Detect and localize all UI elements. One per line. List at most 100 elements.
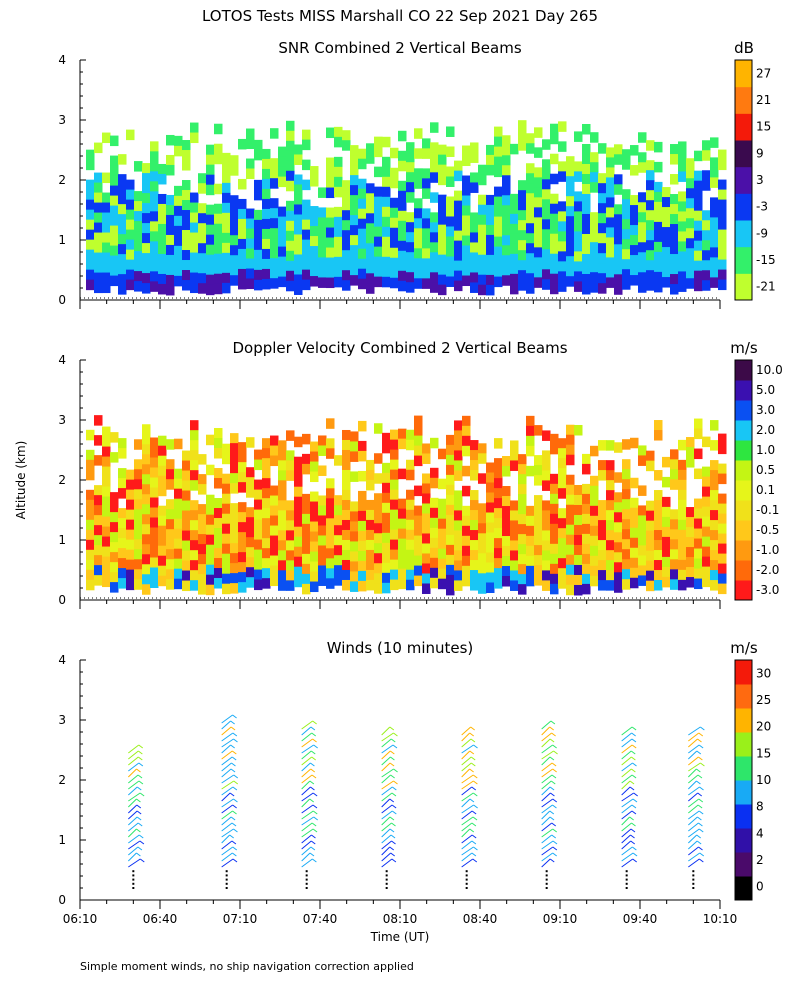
wind-barb [128,744,140,754]
heatmap-cell [710,540,719,551]
heatmap-cell [590,282,599,293]
heatmap-cell [278,540,287,551]
heatmap-cell [526,253,535,264]
heatmap-cell [302,503,311,515]
heatmap-cell [374,266,383,278]
heatmap-cell [294,264,303,275]
heatmap-cell [654,510,663,521]
heatmap-cell [158,525,167,537]
heatmap-cell [550,483,559,495]
heatmap-cell [494,236,503,248]
heatmap-cell [614,264,623,275]
heatmap-cell [470,232,479,243]
heatmap-cell [254,259,263,271]
heatmap-cell [158,535,167,547]
heatmap-cell [262,518,271,529]
heatmap-cell [718,199,727,211]
surface-marker [625,874,628,877]
heatmap-cell [606,237,615,248]
heatmap-cell [702,516,711,528]
heatmap-cell [670,509,679,520]
heatmap-cell [334,565,343,576]
heatmap-cell [518,514,527,525]
heatmap-cell [190,530,199,541]
heatmap-cell [678,529,687,541]
wind-barb-flag [698,744,704,749]
wind-barb [128,750,139,760]
heatmap-cell [542,169,551,180]
heatmap-cell [590,485,599,497]
heatmap-cell [174,528,183,540]
heatmap-cell [254,219,263,231]
heatmap-cell [374,196,383,208]
heatmap-cell [470,490,479,501]
heatmap-cell [510,143,519,155]
heatmap-cell [430,192,439,203]
heatmap-cell [406,439,415,451]
heatmap-cell [182,240,191,251]
heatmap-cell [102,262,111,274]
heatmap-cell [190,460,199,471]
heatmap-cell [158,203,167,215]
heatmap-cell [334,455,343,466]
heatmap-cell [230,235,239,246]
heatmap-cell [654,241,663,253]
heatmap-cell [286,500,295,511]
heatmap-cell [374,523,383,534]
heatmap-cell [398,180,407,192]
heatmap-cell [574,131,583,142]
wind-barb [541,762,553,772]
heatmap-cell [614,572,623,583]
heatmap-cell [550,583,559,595]
heatmap-cell [614,184,623,195]
heatmap-cell [654,261,663,273]
wind-barb [541,816,551,826]
heatmap-cell [382,522,391,534]
wind-barb-flag [230,720,235,725]
heatmap-cell [422,483,431,494]
wind-barbs [127,714,705,889]
wind-barb [541,756,551,766]
heatmap-cell [710,570,719,581]
heatmap-cell [222,202,231,214]
heatmap-cell [254,479,263,491]
heatmap-cell [582,203,591,215]
heatmap-cell [134,459,143,470]
wind-barb-flag [550,792,555,797]
wind-barb [541,774,553,784]
heatmap-cell [414,148,423,159]
heatmap-cell [406,569,415,581]
wind-barb-flag [549,810,555,815]
heatmap-cell [462,425,471,437]
heatmap-cell [150,221,159,232]
heatmap-cell [126,469,135,481]
heatmap-cell [294,234,303,245]
heatmap-cell [374,473,383,484]
heatmap-cell [222,473,231,485]
surface-marker [545,870,548,873]
heatmap-cell [190,242,199,254]
wind-barb [688,774,699,784]
heatmap-cell [558,568,567,579]
heatmap-cell [582,543,591,555]
heatmap-cell [150,577,159,588]
wind-barb-flag [471,834,477,839]
heatmap-cell [414,208,423,219]
heatmap-cell [382,176,391,188]
heatmap-cell [678,201,687,212]
heatmap-cell [230,533,239,544]
heatmap-cell [486,532,495,543]
heatmap-cell [254,459,263,471]
heatmap-cell [318,535,327,546]
wind-barb [381,792,393,802]
heatmap-cell [486,194,495,206]
heatmap-cell [398,578,407,590]
heatmap-cell [390,539,399,551]
wind-barb [301,852,311,862]
wind-barb-flag [469,798,475,803]
heatmap-cell [150,161,159,172]
wind-barb-flag [700,726,705,731]
surface-marker [692,887,695,889]
wind-barb [301,768,312,778]
